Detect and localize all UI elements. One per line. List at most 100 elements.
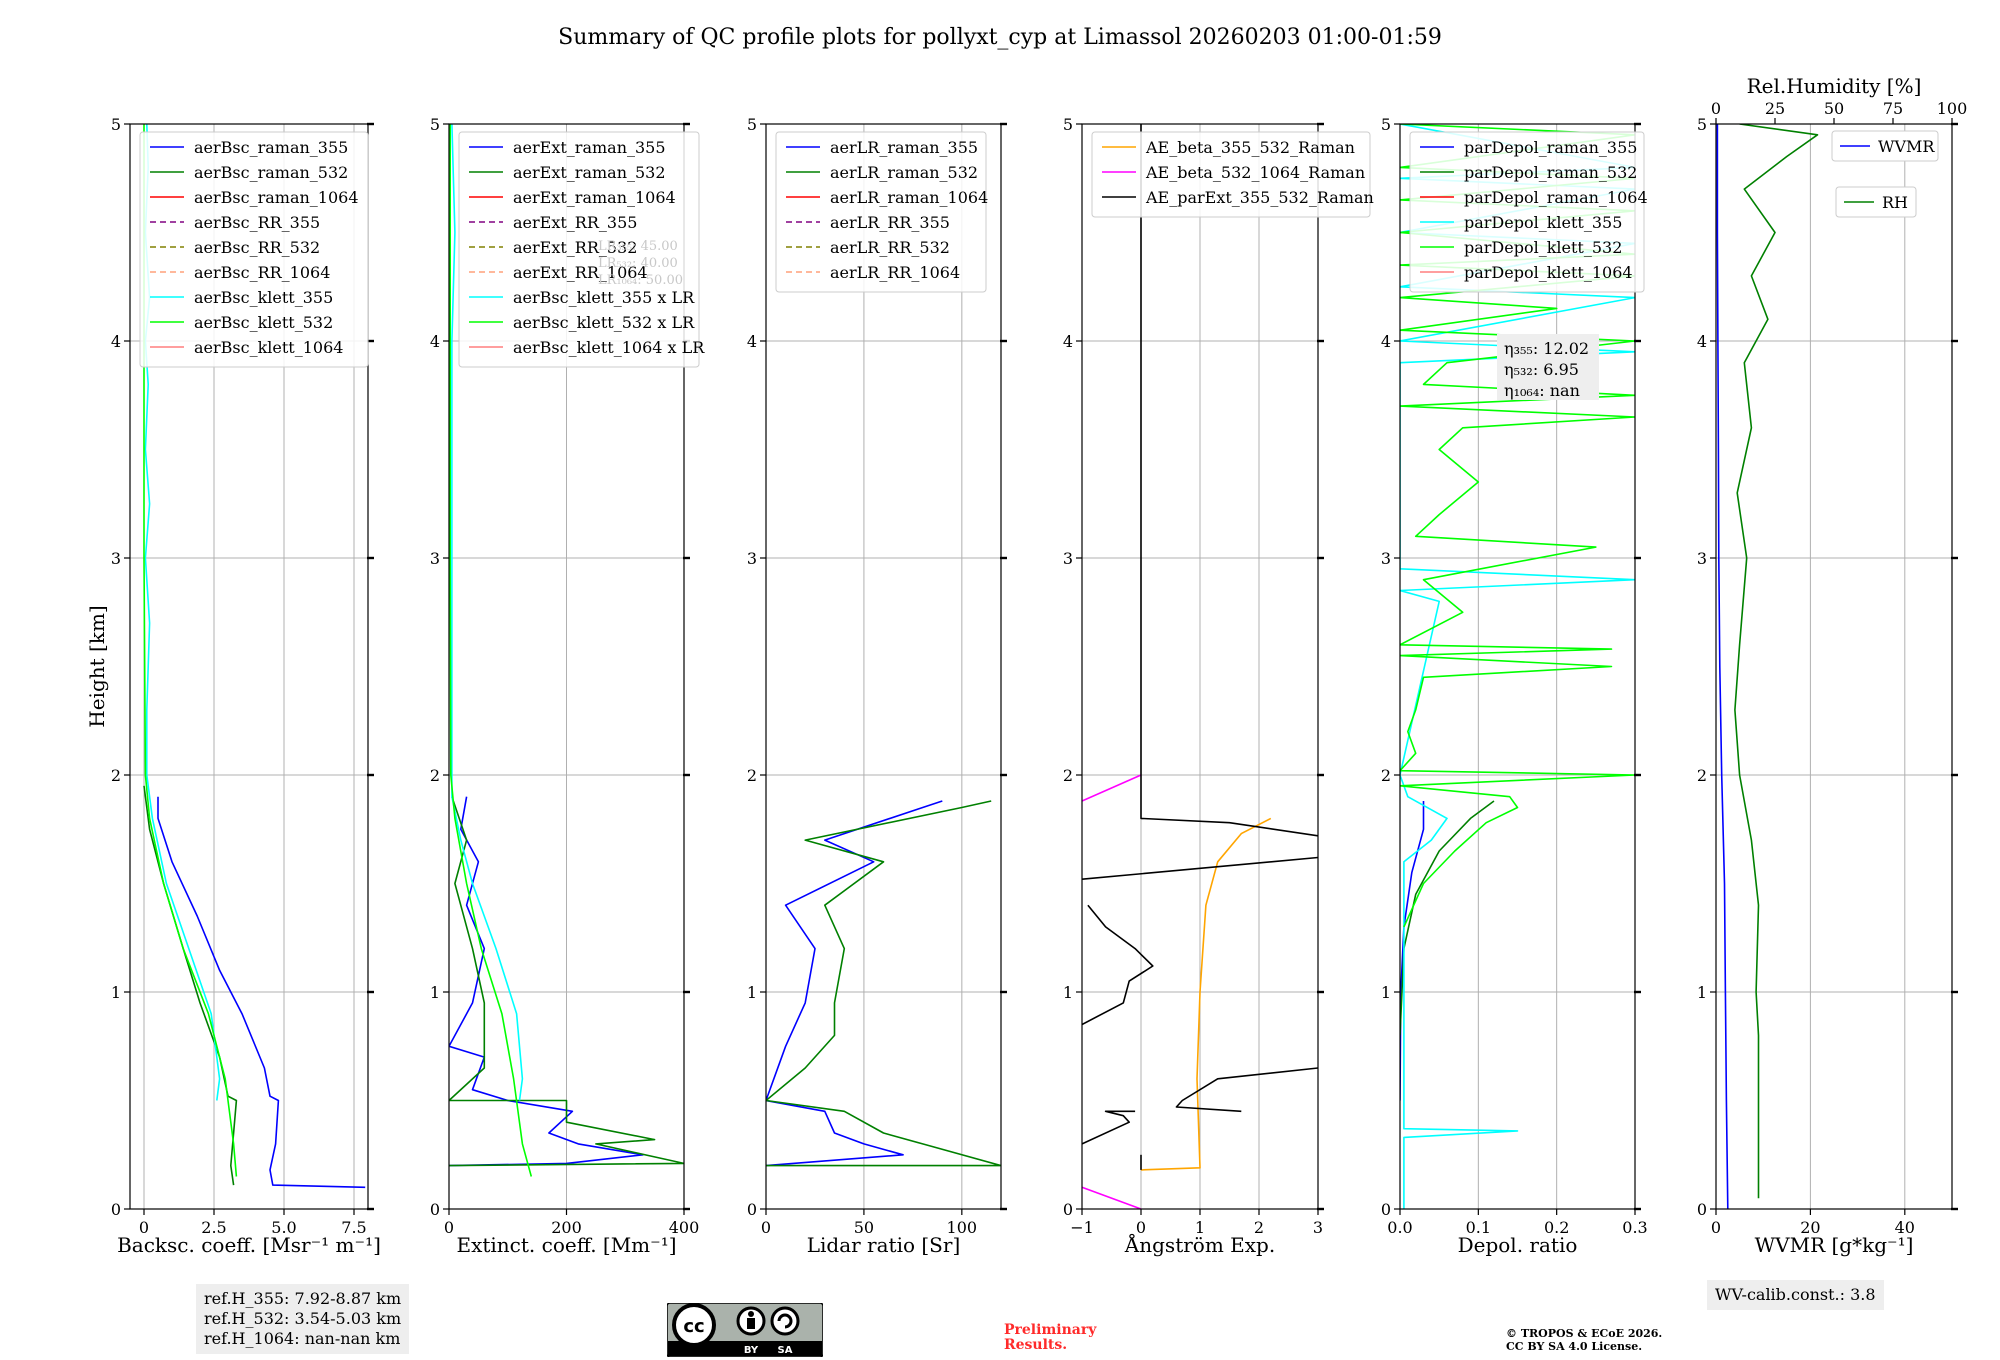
xtick-label-3: 0.3 (1622, 1218, 1647, 1237)
series-AE_parExt_355_532_Raman_f (1140, 124, 1318, 837)
ytick-label-5: 5 (430, 115, 440, 134)
series-aerExt_raman_532 (449, 796, 684, 1167)
legend-lr: aerLR_raman_355 aerLR_raman_532 aerLR_rama… (775, 131, 988, 293)
legend-label-0: parDepol_raman_355 (1464, 138, 1637, 157)
ytick-label-0: 0 (430, 1200, 440, 1219)
legend-label-1: aerExt_raman_532 (513, 163, 666, 182)
ytick-label-2: 2 (747, 766, 757, 785)
figure-title: Summary of QC profile plots for pollyxt_… (558, 25, 1442, 50)
series-aerExt_raman_355 (449, 796, 644, 1167)
xlabel-bsc: Backsc. coeff. [Msr⁻¹ m⁻¹] (117, 1233, 381, 1257)
xlabel-ae: Ångström Exp. (1124, 1232, 1275, 1257)
ytick-label-5: 5 (111, 115, 121, 134)
legend-label-1: aerBsc_raman_532 (194, 163, 348, 182)
ylabel-bsc: Height [km] (85, 605, 109, 727)
legend-label-3: aerExt_RR_355 (513, 213, 637, 232)
series-parDepol_raman_532 (1400, 800, 1495, 1036)
ytick-label-0: 0 (1381, 1200, 1391, 1219)
series-AE_parExt_355_532_Raman_e (1082, 856, 1318, 880)
preliminary-line-2: Results. (1004, 1337, 1068, 1353)
xtick-label-2: 0.2 (1544, 1218, 1569, 1237)
copyright-line-1: © TROPOS & ECoE 2026. (1506, 1327, 1663, 1340)
legend-label-6: aerBsc_klett_355 x LR (513, 288, 695, 307)
xtick-label-2: 100 (947, 1218, 978, 1237)
legend-label-2: aerBsc_raman_1064 (194, 188, 359, 207)
xtick-label-2: 5.0 (271, 1218, 296, 1237)
cc-icon (672, 1303, 716, 1347)
legend-label-8: aerBsc_klett_1064 (194, 338, 343, 357)
xtick-label-2: 400 (669, 1218, 700, 1237)
legend-label-3: parDepol_klett_355 (1464, 213, 1622, 232)
legend-label-0: aerExt_raman_355 (513, 138, 666, 157)
top-xtick-label-0: 0 (1711, 99, 1721, 118)
ytick-label-4: 4 (747, 332, 757, 351)
ytick-label-1: 1 (1697, 983, 1707, 1002)
xtick-label-1: 0.1 (1466, 1218, 1491, 1237)
ytick-label-1: 1 (1063, 983, 1073, 1002)
refh-355: ref.H_355: 7.92-8.87 km (204, 1289, 402, 1308)
legend-label-0: AE_beta_355_532_Raman (1145, 138, 1355, 157)
xtick-label-0: 0 (139, 1218, 149, 1237)
ytick-label-0: 0 (1063, 1200, 1073, 1219)
panel-depol: 0 1 2 3 4 5 0.0 0.1 0.2 0.3 Depol. ratio parDepol_r… (1381, 115, 1648, 1257)
ytick-label-0: 0 (1697, 1200, 1707, 1219)
ytick-label-2: 2 (430, 766, 440, 785)
ytick-label-4: 4 (111, 332, 121, 351)
frame-lr (765, 123, 1002, 1210)
ytick-label-2: 2 (1381, 766, 1391, 785)
legend-label-3: aerLR_RR_355 (830, 213, 950, 232)
xtick-label-1: 50 (854, 1218, 874, 1237)
legend-ae: AE_beta_355_532_Raman AE_beta_532_1064_Ra… (1091, 131, 1374, 218)
series-group-ae (1082, 124, 1318, 1209)
series-group-wv (1716, 124, 1819, 1209)
legend-box (1409, 131, 1645, 293)
ytick-label-4: 4 (1381, 332, 1391, 351)
ytick-label-5: 5 (1697, 115, 1707, 134)
ytick-label-5: 5 (1063, 115, 1073, 134)
eta-box (1497, 334, 1599, 400)
ytick-label-3: 3 (430, 549, 440, 568)
legend-box (775, 131, 987, 293)
xtick-label-2: 40 (1895, 1218, 1915, 1237)
ytick-label-1: 1 (111, 983, 121, 1002)
frame-bsc (129, 123, 369, 1210)
legend-label-1: AE_beta_532_1064_Raman (1145, 163, 1365, 182)
series-aerBsc_klett_355 x LR (451, 124, 524, 1101)
xtick-label-0: 0 (1711, 1218, 1721, 1237)
ytick-label-3: 3 (747, 549, 757, 568)
legend-bsc: aerBsc_raman_355 aerBsc_raman_532 aerBsc_r… (139, 131, 369, 368)
legend-box (1091, 131, 1371, 218)
cc-by-label: BY (744, 1345, 759, 1356)
series-AE_beta_532_1064_Raman_upper (1082, 774, 1142, 802)
legend-label-2: aerLR_raman_1064 (830, 188, 988, 207)
legend-box-1 (1835, 186, 1917, 218)
top-xtick-label-3: 75 (1883, 99, 1903, 118)
preliminary-note: Preliminary Results. (1004, 1323, 1096, 1353)
legend-label-2: parDepol_raman_1064 (1464, 188, 1648, 207)
xtick-label-0: 0.0 (1387, 1218, 1412, 1237)
xtick-label-0: −1 (1070, 1218, 1094, 1237)
series-AE_parExt_355_532_Raman_c (1175, 1067, 1318, 1113)
legend-label-6: aerBsc_klett_355 (194, 288, 333, 307)
legend-label-4: aerLR_RR_532 (830, 238, 950, 257)
legend-label-2: aerExt_raman_1064 (513, 188, 676, 207)
refh-1064: ref.H_1064: nan-nan km (204, 1329, 401, 1348)
legend-label-0: aerLR_raman_355 (830, 138, 978, 157)
frame-wv (1715, 123, 1953, 1210)
ytick-label-4: 4 (430, 332, 440, 351)
lr-label-1: LR₅₃₂: 40.00 (598, 256, 678, 271)
top-xtick-label-2: 50 (1824, 99, 1844, 118)
series-group-lr (766, 800, 1001, 1167)
legend-label-2: AE_parExt_355_532_Raman (1145, 188, 1374, 207)
ytick-label-1: 1 (430, 983, 440, 1002)
legend-label-0: WVMR (1878, 137, 1935, 156)
top-xtick-label-4: 100 (1937, 99, 1968, 118)
ytick-label-1: 1 (1381, 983, 1391, 1002)
legend-label-1: parDepol_raman_532 (1464, 163, 1637, 182)
